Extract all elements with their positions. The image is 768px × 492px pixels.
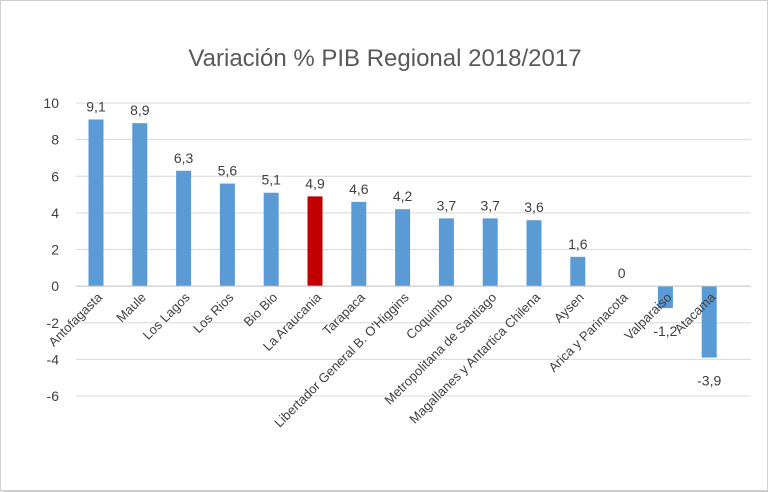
data-label: 6,3 xyxy=(174,150,194,166)
y-tick-label: 0 xyxy=(51,278,59,294)
bar xyxy=(570,256,586,287)
data-label: 1,6 xyxy=(568,236,588,252)
bar xyxy=(263,192,279,287)
y-tick-label: 8 xyxy=(51,132,59,148)
category-label: Bio Bio xyxy=(241,290,281,330)
bar xyxy=(438,218,454,287)
data-label: 8,9 xyxy=(130,102,150,118)
data-label: 3,7 xyxy=(437,197,457,213)
bar xyxy=(88,119,104,287)
data-label: 0 xyxy=(618,265,626,281)
bar xyxy=(132,123,148,287)
bar xyxy=(219,183,235,287)
data-label: 4,6 xyxy=(349,181,369,197)
y-tick-label: 6 xyxy=(51,168,59,184)
bar xyxy=(526,220,542,287)
category-label: Los Rios xyxy=(190,289,237,336)
bar xyxy=(351,201,367,287)
y-tick-label: -4 xyxy=(47,351,60,367)
category-label: Los Lagos xyxy=(140,289,193,342)
y-tick-label: 10 xyxy=(43,95,59,111)
bar xyxy=(176,170,192,287)
category-label: Arica y Parinacota xyxy=(546,289,632,375)
bar xyxy=(482,218,498,287)
chart-title: Variación % PIB Regional 2018/2017 xyxy=(188,45,582,72)
data-label: 4,9 xyxy=(305,175,325,191)
bar xyxy=(395,209,411,287)
y-tick-label: 4 xyxy=(51,205,59,221)
y-tick-label: -6 xyxy=(47,388,60,404)
category-label: Maule xyxy=(113,290,149,326)
data-label: -3,9 xyxy=(697,373,721,389)
data-label: 3,7 xyxy=(480,197,500,213)
bar xyxy=(657,286,673,309)
data-label: 9,1 xyxy=(86,98,106,114)
data-label: 4,2 xyxy=(393,188,413,204)
bar xyxy=(701,286,717,358)
category-label: Aysen xyxy=(551,290,587,326)
y-tick-label: -2 xyxy=(47,315,60,331)
data-label: 5,1 xyxy=(261,172,281,188)
y-tick-label: 2 xyxy=(51,242,59,258)
data-label: 5,6 xyxy=(218,163,238,179)
bar xyxy=(307,196,323,287)
data-label: -1,2 xyxy=(653,323,677,339)
data-label: 3,6 xyxy=(524,199,544,215)
